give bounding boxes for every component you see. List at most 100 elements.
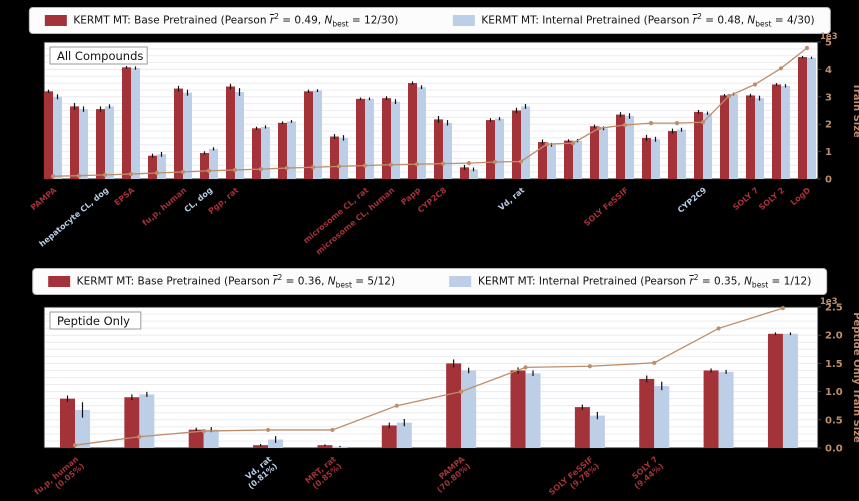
x-tick-label: SOLY FeSSIF(9.78%) xyxy=(547,455,601,501)
x-tick-label: SOLY 7(9.44%) xyxy=(627,455,665,491)
bar-internal xyxy=(261,126,270,179)
bar-internal xyxy=(718,371,734,448)
right-axis-title: Train Size xyxy=(851,83,859,138)
bar-base xyxy=(122,67,131,179)
right-axis-tick-label: 1.5 xyxy=(825,359,843,370)
legend-swatch-base xyxy=(47,275,70,287)
bar-base xyxy=(188,429,204,448)
bar-internal xyxy=(525,373,541,448)
train-size-point xyxy=(726,93,732,99)
bar-internal xyxy=(203,429,219,448)
bar-internal xyxy=(461,370,477,448)
x-tick-label: CYP2C8 xyxy=(416,185,449,214)
right-axis-tick-label: 3 xyxy=(825,92,832,103)
train-size-point xyxy=(265,427,271,433)
legend-item-base: KERMT MT: Base Pretrained (Pearson r2 = … xyxy=(47,273,395,290)
bar-base xyxy=(616,114,625,179)
right-axis-tick-label: 2.0 xyxy=(825,331,843,342)
bar-internal xyxy=(139,394,155,448)
train-size-point xyxy=(76,173,82,178)
right-axis-tick-label: 0.5 xyxy=(825,415,843,426)
train-size-point xyxy=(330,427,335,433)
bar-internal xyxy=(495,118,504,179)
train-size-point xyxy=(492,159,498,165)
bar-internal xyxy=(807,57,816,179)
train-size-point xyxy=(336,164,342,169)
train-size-point xyxy=(518,159,524,164)
bar-internal xyxy=(313,90,322,179)
legend-label-base: KERMT MT: Base Pretrained (Pearson r2 = … xyxy=(73,12,399,29)
bar-base xyxy=(381,425,397,448)
x-tick-label: EPSA xyxy=(113,185,137,207)
bar-base xyxy=(304,91,313,179)
bar-base xyxy=(70,106,79,179)
bar-internal xyxy=(157,154,166,179)
bar-base xyxy=(510,370,526,448)
bar-internal xyxy=(268,439,284,448)
x-tick-label: SOLY 2 xyxy=(757,186,786,213)
bar-base xyxy=(278,122,287,179)
train-size-point xyxy=(674,121,680,126)
bar-internal xyxy=(396,422,412,448)
bar-internal xyxy=(75,409,90,448)
bar-internal xyxy=(53,96,62,179)
bar-base xyxy=(96,109,105,179)
bar-internal xyxy=(183,92,192,179)
bar-internal xyxy=(79,109,88,179)
bar-internal xyxy=(469,169,478,179)
bar-internal xyxy=(703,113,712,179)
bar-base xyxy=(767,333,783,448)
x-tick-label: PAMPA xyxy=(29,185,59,212)
right-axis-tick-label: 5 xyxy=(825,38,832,49)
right-axis-tick-label: 4 xyxy=(825,65,832,76)
bar-internal xyxy=(417,87,426,179)
x-tick-label: LogD xyxy=(789,185,813,207)
right-axis-tick-label: 0 xyxy=(825,175,832,186)
bar-internal xyxy=(599,128,608,179)
bar-base xyxy=(253,445,269,448)
train-size-point xyxy=(388,162,394,167)
train-size-point xyxy=(154,170,160,176)
right-axis-tick-label: 2.5 xyxy=(825,303,843,314)
bar-base xyxy=(772,84,781,179)
legend-swatch-internal xyxy=(449,275,472,287)
x-tick-label: fu,p, human xyxy=(141,185,189,227)
train-size-line xyxy=(74,307,784,446)
train-size-point xyxy=(459,389,464,394)
train-size-point xyxy=(180,169,186,174)
bar-base xyxy=(148,155,157,179)
legend-peptide-only: KERMT MT: Base Pretrained (Pearson r2 = … xyxy=(31,268,828,295)
train-size-point xyxy=(362,163,368,168)
legend-item-base: KERMT MT: Base Pretrained (Pearson r2 = … xyxy=(44,12,398,29)
bar-base xyxy=(746,95,755,179)
train-size-point xyxy=(128,171,134,177)
bar-internal xyxy=(521,106,530,179)
x-tick-label: MRT, rat(0.85%) xyxy=(304,455,344,493)
bar-base xyxy=(317,445,333,448)
train-size-point xyxy=(466,161,472,166)
x-tick-label: fu,p, human(0.05%) xyxy=(33,454,87,501)
train-size-point xyxy=(201,428,206,434)
right-axis-tick-label: 0.0 xyxy=(825,444,843,455)
bar-internal xyxy=(781,85,790,179)
bar-base xyxy=(694,111,703,179)
train-size-point xyxy=(414,162,420,167)
bar-base xyxy=(174,88,183,179)
right-axis-exponent: 1e3 xyxy=(820,297,838,307)
x-tick-label: Papp xyxy=(399,185,422,207)
bar-base xyxy=(200,152,209,179)
bar-internal xyxy=(677,129,686,179)
bar-internal xyxy=(625,115,634,179)
bar-internal xyxy=(589,415,605,448)
bar-base xyxy=(356,98,365,179)
bar-base xyxy=(226,86,235,179)
right-axis-title: Peptide Only Train Size xyxy=(851,312,859,443)
bar-internal xyxy=(391,101,400,179)
bar-base xyxy=(460,167,469,179)
bar-base xyxy=(574,407,590,448)
train-size-point xyxy=(652,360,657,365)
train-size-point xyxy=(752,82,758,87)
train-size-point xyxy=(570,141,576,146)
